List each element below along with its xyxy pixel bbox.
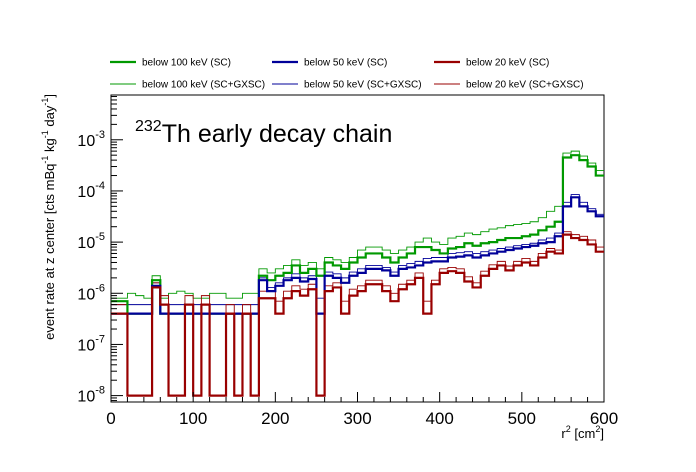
y-tick-label: 10-6: [77, 282, 105, 303]
x-axis-label: r2 [cm2]: [561, 424, 604, 441]
legend-label: below 20 keV (SC): [466, 58, 549, 69]
series-group: [111, 150, 604, 397]
legend-item: below 100 keV (SC+GXSC): [110, 80, 265, 91]
y-tick-label: 10-5: [77, 231, 105, 252]
y-axis-label: event rate at z center [cts mBq-1 kg-1 d…: [40, 94, 57, 340]
legend-item: below 50 keV (SC): [272, 58, 387, 69]
legend-item: below 20 keV (SC): [434, 58, 549, 69]
series-line: [111, 233, 604, 397]
x-tick-label: 500: [508, 409, 536, 428]
x-tick-label: 300: [343, 409, 371, 428]
legend-label: below 50 keV (SC+GXSC): [304, 80, 422, 91]
y-tick-label: 10-4: [77, 180, 105, 201]
chart-title: 232Th early decay chain: [135, 118, 392, 148]
series-line: [111, 231, 604, 315]
y-tick-label: 10-8: [77, 385, 105, 406]
legend: below 100 keV (SC) below 50 keV (SC) below…: [110, 58, 584, 91]
legend-label: below 100 keV (SC): [142, 58, 231, 69]
x-tick-label: 600: [590, 409, 618, 428]
x-axis: 0 100 200 300 400 500 600: [106, 392, 618, 428]
x-tick-label: 400: [425, 409, 453, 428]
title-text: Th early decay chain: [162, 120, 393, 148]
legend-item: below 20 keV (SC+GXSC): [434, 80, 584, 91]
legend-label: below 100 keV (SC+GXSC): [142, 80, 265, 91]
legend-item: below 50 keV (SC+GXSC): [272, 80, 422, 91]
x-tick-label: 0: [106, 409, 115, 428]
y-tick-label: 10-3: [77, 129, 105, 150]
legend-label: below 50 keV (SC): [304, 58, 387, 69]
y-axis: 10-8 10-7 10-6 10-5 10-4 10-3: [77, 96, 123, 406]
x-tick-label: 200: [261, 409, 289, 428]
legend-item: below 100 keV (SC): [110, 58, 231, 69]
title-superscript: 232: [135, 118, 162, 135]
x-tick-label: 100: [179, 409, 207, 428]
legend-label: below 20 keV (SC+GXSC): [466, 80, 584, 91]
y-tick-label: 10-7: [77, 333, 105, 354]
